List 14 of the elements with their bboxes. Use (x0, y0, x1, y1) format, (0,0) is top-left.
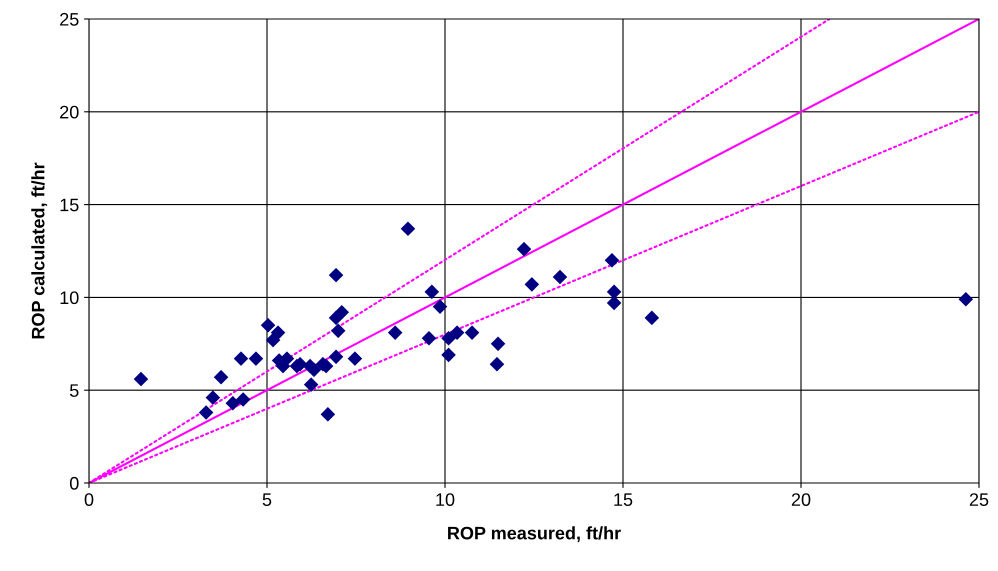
x-tick-label: 15 (614, 493, 632, 506)
y-axis-title: ROP calculated, ft/hr (31, 162, 48, 338)
y-tick-label: 15 (60, 198, 79, 212)
y-tick-label: 5 (70, 384, 79, 397)
x-tick-label: 10 (436, 493, 454, 506)
x-tick-label: 5 (262, 493, 272, 506)
x-tick-label: 0 (84, 493, 94, 506)
y-tick-label: 20 (60, 106, 79, 119)
y-tick-label: 10 (60, 291, 79, 304)
y-tick-label: 0 (70, 476, 79, 490)
y-tick-label: 25 (60, 12, 79, 26)
x-tick-label: 20 (792, 493, 810, 506)
x-axis-title: ROP measured, ft/hr (448, 526, 621, 542)
x-tick-label: 25 (970, 493, 988, 506)
